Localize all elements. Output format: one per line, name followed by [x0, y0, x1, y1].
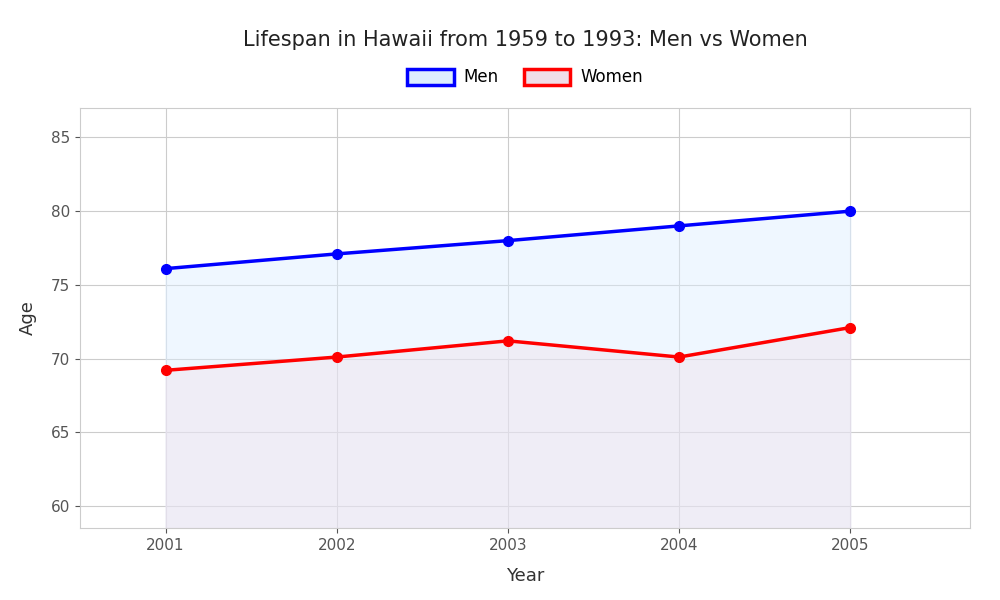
Legend: Men, Women: Men, Women	[400, 62, 650, 93]
Y-axis label: Age: Age	[19, 301, 37, 335]
Title: Lifespan in Hawaii from 1959 to 1993: Men vs Women: Lifespan in Hawaii from 1959 to 1993: Me…	[243, 29, 807, 49]
X-axis label: Year: Year	[506, 566, 544, 584]
